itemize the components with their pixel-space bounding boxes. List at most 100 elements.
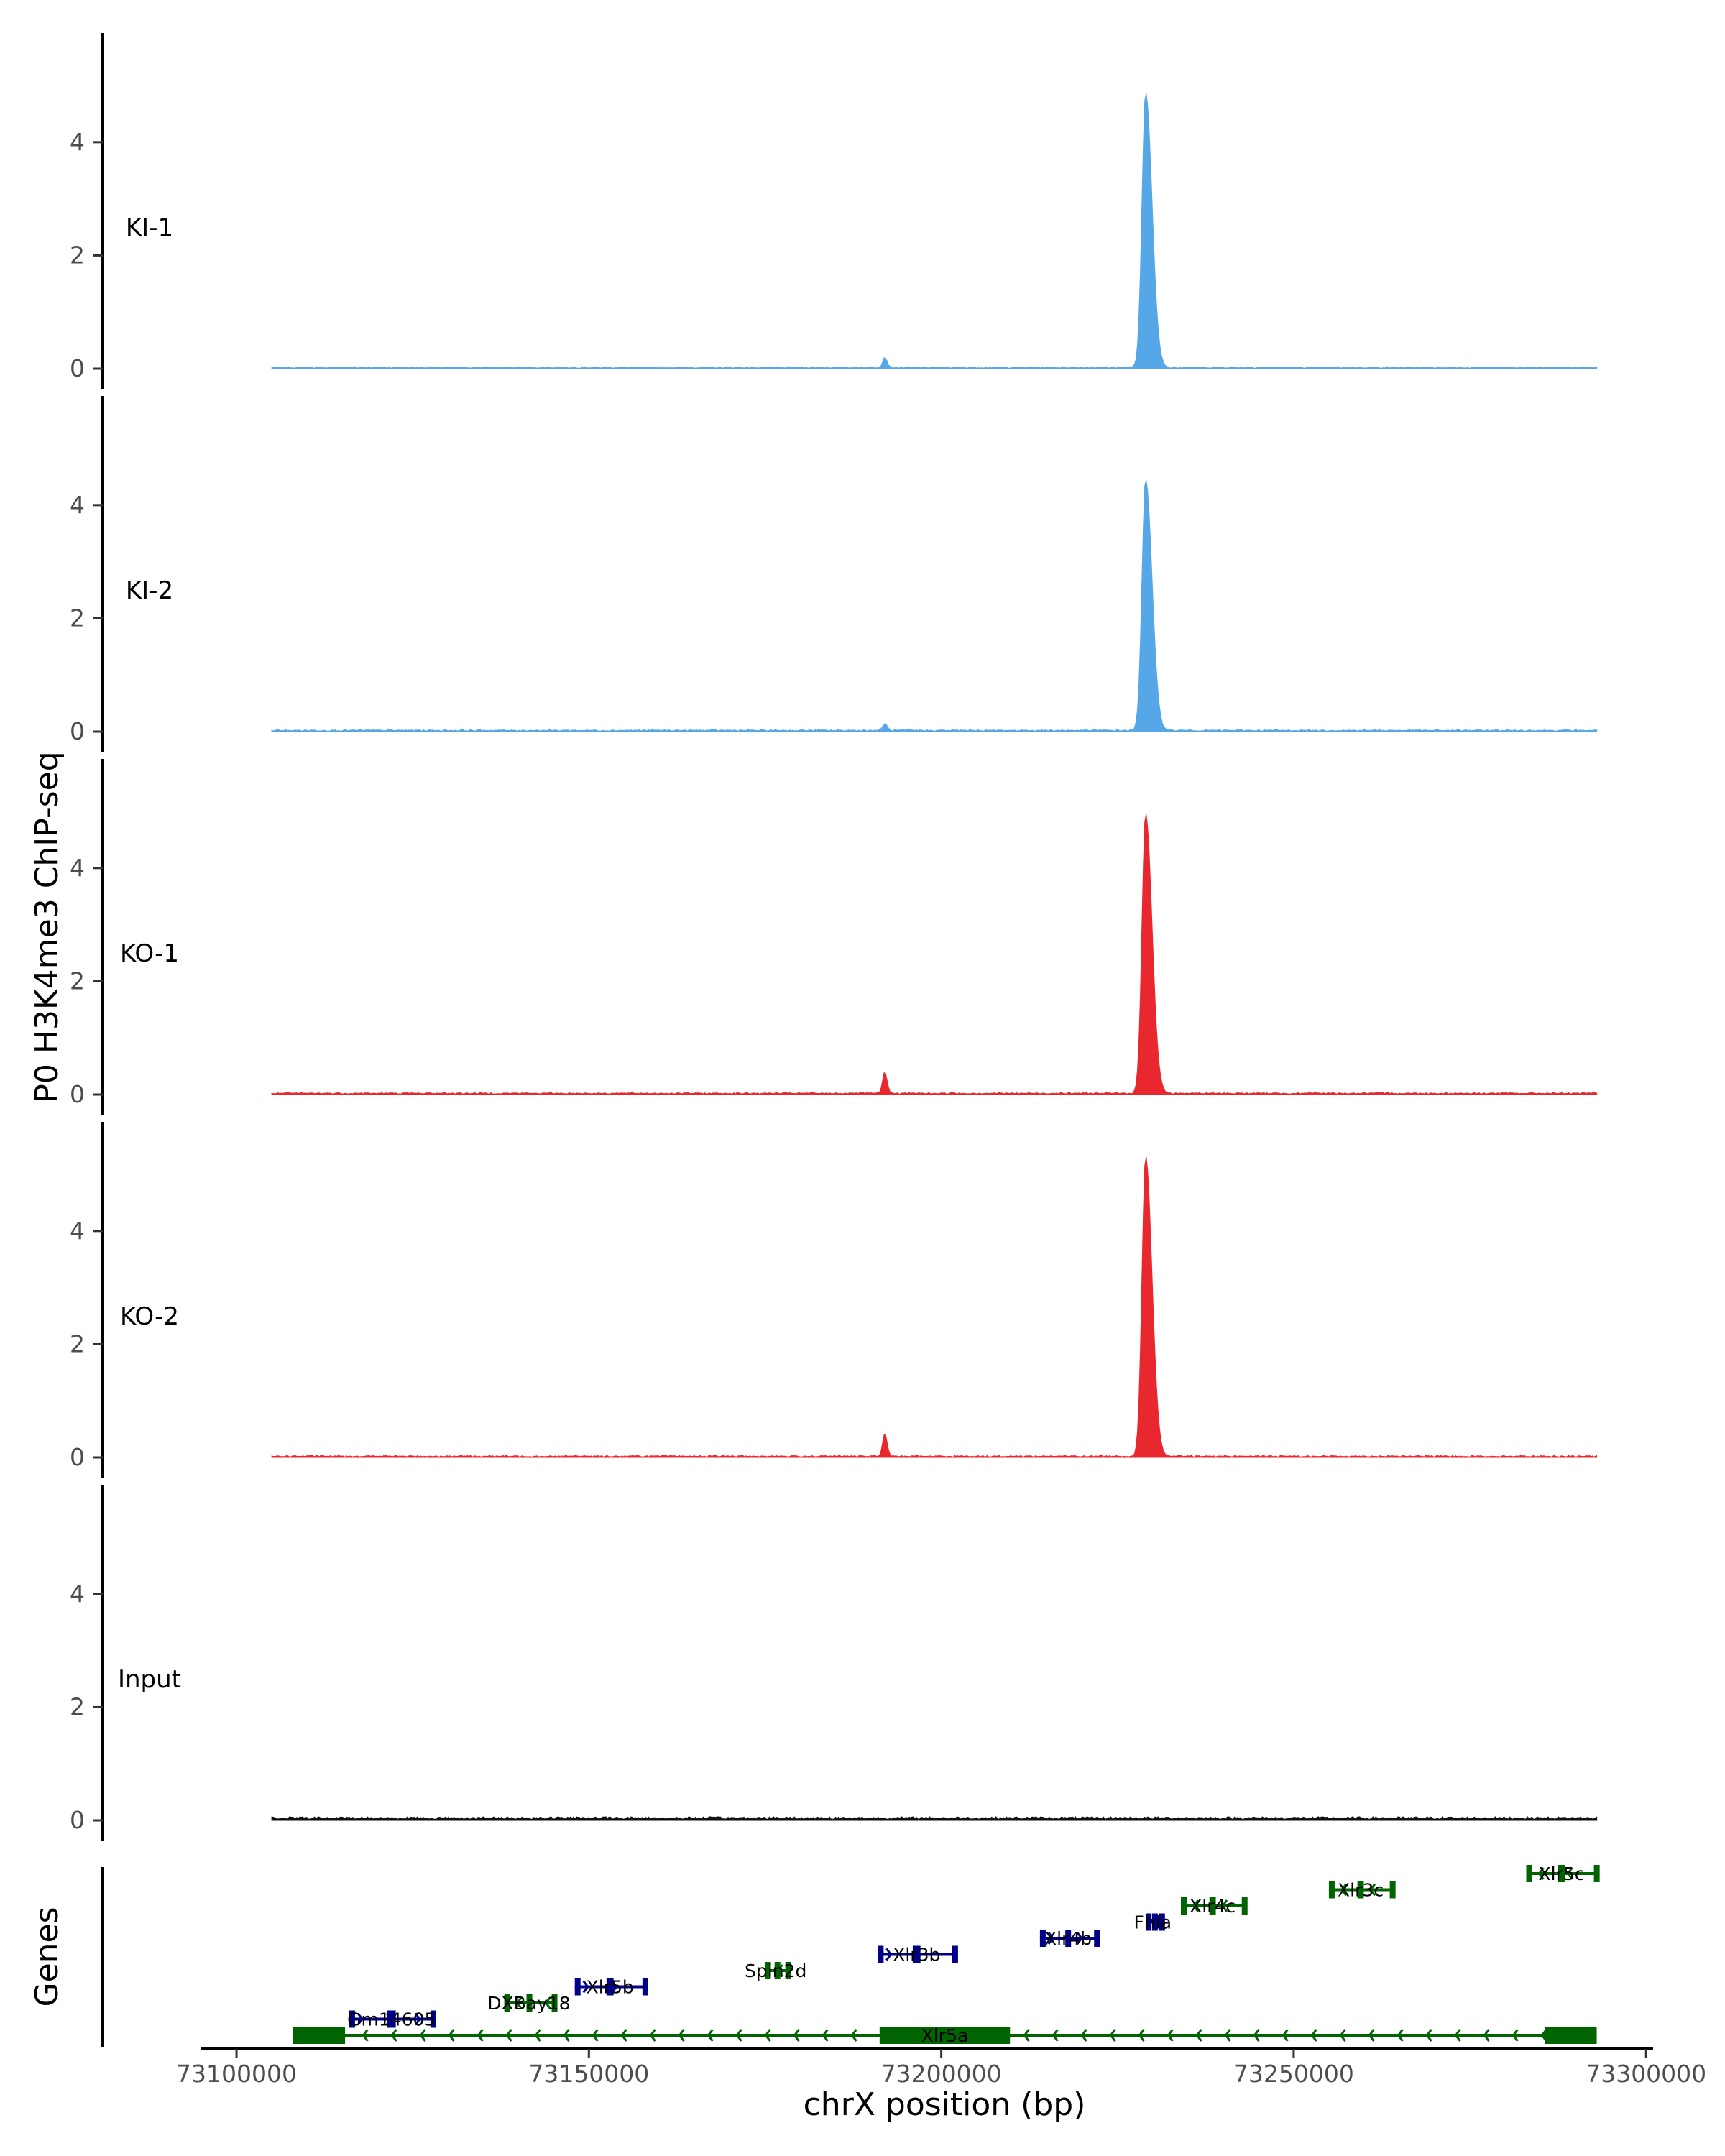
exon bbox=[1593, 1865, 1600, 1882]
strand-chevron bbox=[1483, 2029, 1490, 2042]
exon bbox=[349, 2010, 355, 2028]
strand-chevron bbox=[1368, 2029, 1375, 2042]
signal-area bbox=[271, 1816, 1598, 1821]
gene-fhla: Fhla bbox=[1134, 1912, 1172, 1933]
genes-panel: Genes Xlr5a Gm14605 DXBay18 Xlr5b Spin2d Xlr3b… bbox=[29, 1864, 1600, 2047]
exon bbox=[1328, 1881, 1335, 1899]
track-label: KO-1 bbox=[120, 939, 179, 968]
gene-xlr5a: Xlr5a bbox=[293, 2025, 1597, 2046]
x-tick-label: 73150000 bbox=[528, 2060, 649, 2088]
y-tick-label: 4 bbox=[70, 1580, 85, 1608]
gene-xlr5c: Xlr5c bbox=[1526, 1864, 1600, 1884]
y-tick-label: 4 bbox=[70, 491, 85, 519]
strand-chevron bbox=[414, 2012, 421, 2026]
exon bbox=[642, 1978, 648, 1996]
exon bbox=[1357, 1881, 1364, 1899]
strand-chevron bbox=[764, 2029, 771, 2042]
exon bbox=[1151, 1913, 1158, 1931]
strand-chevron bbox=[886, 1948, 893, 1961]
gene-label: Gm14605 bbox=[347, 2009, 436, 2030]
track-input: 0 2 4 Input bbox=[70, 1485, 1598, 1841]
y-tick-label: 2 bbox=[70, 1692, 85, 1720]
exon bbox=[1209, 1897, 1216, 1915]
strand-chevron bbox=[390, 2029, 397, 2042]
exon bbox=[1544, 2027, 1597, 2044]
gene-label: Xlr4c bbox=[1190, 1896, 1236, 1917]
strand-chevron bbox=[1192, 1899, 1200, 1912]
strand-chevron bbox=[356, 2012, 364, 2026]
strand-chevron bbox=[1425, 2029, 1432, 2042]
y-tick-label: 2 bbox=[70, 241, 85, 269]
y-tick-label: 0 bbox=[70, 1443, 85, 1471]
strand-chevron bbox=[1224, 2029, 1231, 2042]
y-tick-label: 4 bbox=[70, 1217, 85, 1245]
gene-xlr3b: Xlr3b bbox=[878, 1945, 958, 1966]
exon bbox=[606, 1978, 614, 1996]
strand-chevron bbox=[1397, 2029, 1404, 2042]
track-ko-2: 0 2 4 KO-2 bbox=[70, 1122, 1598, 1478]
strand-chevron bbox=[1512, 2029, 1519, 2042]
strand-chevron bbox=[707, 2029, 714, 2042]
exon bbox=[551, 1994, 558, 2012]
track-ko-1: 0 2 4 KO-1 bbox=[70, 759, 1598, 1115]
strand-chevron bbox=[505, 2029, 512, 2042]
strand-chevron bbox=[793, 2029, 800, 2042]
gene-dxbay18: DXBay18 bbox=[487, 1993, 570, 2014]
y-tick-label: 4 bbox=[70, 128, 85, 156]
gene-label: Spin2d bbox=[745, 1961, 806, 1981]
gene-xlr3c: Xlr3c bbox=[1328, 1880, 1396, 1901]
exon bbox=[1241, 1897, 1248, 1915]
exon bbox=[504, 1994, 510, 2012]
gene-label: Xlr5a bbox=[921, 2025, 969, 2046]
gene-label: Xlr5c bbox=[1539, 1864, 1585, 1884]
exon bbox=[879, 2027, 1011, 2044]
signal-area bbox=[271, 814, 1598, 1095]
genes-label: Genes bbox=[29, 1907, 65, 2007]
exon bbox=[1039, 1930, 1046, 1947]
gene-xlr5b: Xlr5b bbox=[574, 1977, 648, 1998]
strand-chevron bbox=[1080, 2029, 1087, 2042]
gene-gm14605: Gm14605 bbox=[347, 2009, 436, 2030]
y-tick-label: 0 bbox=[70, 1806, 85, 1834]
track-label: Input bbox=[118, 1665, 181, 1694]
strand-chevron bbox=[1253, 2029, 1260, 2042]
gene-xlr4c: Xlr4c bbox=[1181, 1896, 1248, 1917]
strand-chevron bbox=[1195, 2029, 1202, 2042]
y-tick-label: 0 bbox=[70, 717, 85, 745]
strand-chevron bbox=[1369, 1883, 1376, 1897]
x-tick-label: 73100000 bbox=[176, 2060, 297, 2088]
strand-chevron bbox=[477, 2029, 484, 2042]
strand-chevron bbox=[534, 2029, 541, 2042]
track-label: KI-1 bbox=[126, 213, 173, 242]
signal-area bbox=[271, 1156, 1598, 1458]
y-tick-label: 4 bbox=[70, 854, 85, 882]
strand-chevron bbox=[850, 2029, 857, 2042]
exon bbox=[1526, 1865, 1532, 1882]
strand-chevron bbox=[362, 2029, 369, 2042]
exon bbox=[1389, 1881, 1396, 1899]
y-axis-title: P0 H3K4me3 ChIP-seq bbox=[29, 751, 65, 1102]
track-label: KI-2 bbox=[126, 576, 173, 605]
exon bbox=[1159, 1913, 1165, 1931]
gene-label: Fhla bbox=[1134, 1912, 1172, 1933]
strand-chevron bbox=[1339, 2029, 1346, 2042]
exon bbox=[1145, 1913, 1151, 1931]
strand-chevron bbox=[1167, 2029, 1174, 2042]
strand-chevron bbox=[448, 2029, 455, 2042]
gene-spin2d: Spin2d bbox=[745, 1961, 806, 1981]
strand-chevron bbox=[735, 2029, 742, 2042]
strand-chevron bbox=[822, 2029, 829, 2042]
x-axis: 73100000 73150000 73200000 73250000 73300000 bbox=[176, 2047, 1706, 2088]
y-tick-label: 0 bbox=[70, 1080, 85, 1108]
exon bbox=[1065, 1930, 1072, 1947]
x-tick-label: 73200000 bbox=[881, 2060, 1002, 2088]
strand-chevron bbox=[1052, 2029, 1059, 2042]
exon bbox=[387, 2010, 396, 2028]
tracks-layer: 0 2 4 KI-1 0 2 4 KI-2 0 2 4 KO-1 0 2 4 KO-2 0 2 4 Input bbox=[70, 33, 1598, 1841]
strand-chevron bbox=[1109, 2029, 1116, 2042]
exon bbox=[574, 1978, 581, 1996]
strand-chevron bbox=[1138, 2029, 1145, 2042]
exon bbox=[526, 1994, 533, 2012]
gene-label: Xlr3b bbox=[893, 1945, 940, 1966]
